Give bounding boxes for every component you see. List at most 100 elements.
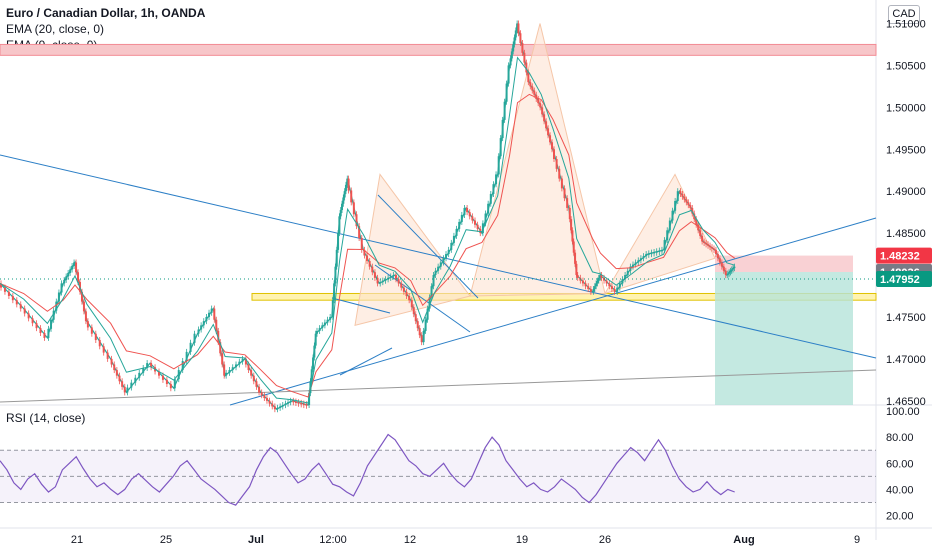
candle bbox=[335, 249, 338, 267]
candle bbox=[260, 392, 263, 396]
candle bbox=[674, 200, 677, 211]
candle bbox=[626, 270, 629, 276]
candle bbox=[450, 242, 453, 250]
price-label-bg bbox=[876, 247, 932, 264]
candle bbox=[537, 98, 540, 104]
candle bbox=[599, 275, 602, 278]
ema20-legend[interactable]: EMA (20, close, 0) bbox=[6, 22, 105, 36]
candle bbox=[521, 43, 524, 53]
candle bbox=[52, 310, 55, 320]
candle bbox=[707, 244, 710, 246]
candle bbox=[466, 207, 469, 213]
rsi-tick-label: 40.00 bbox=[886, 484, 914, 496]
candle bbox=[346, 178, 349, 185]
candle bbox=[460, 214, 463, 222]
candle bbox=[705, 242, 708, 245]
time-tick-label: Aug bbox=[733, 534, 754, 546]
candle bbox=[219, 342, 222, 354]
candle bbox=[655, 251, 658, 253]
candle bbox=[39, 328, 42, 334]
candle bbox=[533, 90, 536, 95]
candle bbox=[397, 279, 400, 284]
price-label-bg bbox=[876, 271, 932, 288]
candle bbox=[499, 138, 502, 157]
rsi-legend[interactable]: RSI (14, close) bbox=[6, 411, 86, 425]
candle bbox=[279, 406, 282, 408]
candle bbox=[668, 220, 671, 231]
candle bbox=[235, 364, 238, 368]
candle bbox=[516, 23, 519, 31]
candle bbox=[551, 142, 554, 150]
candle bbox=[294, 401, 297, 404]
candle bbox=[371, 266, 374, 273]
candle bbox=[574, 252, 577, 264]
candle bbox=[458, 221, 461, 229]
candle bbox=[560, 178, 563, 189]
candle bbox=[541, 107, 544, 115]
candle bbox=[597, 277, 600, 281]
rsi-tick-label: 20.00 bbox=[886, 511, 914, 523]
candle bbox=[379, 282, 382, 284]
candle bbox=[368, 261, 371, 267]
candle bbox=[479, 228, 482, 234]
candle bbox=[529, 82, 532, 87]
price-tick-label: 1.50500 bbox=[886, 60, 926, 72]
price-tick-label: 1.50000 bbox=[886, 102, 926, 114]
candle bbox=[420, 335, 423, 343]
candle bbox=[297, 402, 300, 404]
candle bbox=[150, 363, 153, 368]
candle bbox=[600, 275, 603, 278]
candle bbox=[679, 191, 682, 194]
candle bbox=[728, 272, 731, 274]
candle bbox=[321, 325, 324, 329]
candle bbox=[215, 319, 218, 331]
candle bbox=[350, 190, 353, 203]
candle bbox=[695, 219, 698, 225]
candle bbox=[712, 248, 715, 250]
ascending-trendline bbox=[229, 217, 877, 406]
candle bbox=[244, 358, 247, 365]
candle bbox=[55, 301, 58, 311]
candle bbox=[703, 241, 706, 243]
candle bbox=[653, 251, 656, 254]
candle bbox=[50, 319, 53, 329]
candle bbox=[637, 260, 640, 263]
candle bbox=[484, 213, 487, 224]
candle bbox=[568, 207, 571, 220]
candle bbox=[501, 119, 504, 139]
price-tick-label: 1.51000 bbox=[886, 18, 926, 30]
candle bbox=[333, 283, 336, 301]
candle bbox=[639, 258, 642, 261]
candle bbox=[689, 205, 692, 208]
long-support-line bbox=[0, 369, 877, 403]
time-tick-label: Jul bbox=[248, 534, 264, 546]
candle bbox=[729, 270, 732, 273]
candle bbox=[310, 369, 313, 382]
candle bbox=[347, 178, 350, 191]
candle bbox=[563, 188, 566, 199]
candle bbox=[341, 203, 344, 211]
candle bbox=[645, 254, 648, 257]
candle bbox=[507, 65, 510, 84]
candle bbox=[265, 398, 268, 401]
candle bbox=[3, 287, 6, 292]
candle bbox=[358, 226, 361, 238]
time-tick-label: 25 bbox=[160, 534, 172, 546]
candle bbox=[86, 321, 89, 328]
time-tick-label: 12:00 bbox=[319, 534, 347, 546]
candle bbox=[519, 33, 522, 44]
rsi-tick-label: 80.00 bbox=[886, 432, 914, 444]
candle bbox=[185, 351, 188, 361]
candle bbox=[98, 340, 101, 347]
candle bbox=[273, 406, 276, 410]
price-line bbox=[0, 23, 736, 410]
currency-button[interactable]: CAD bbox=[888, 5, 920, 24]
candle bbox=[300, 402, 303, 405]
flag-line-top bbox=[331, 297, 391, 314]
rsi-tick-label: 100.00 bbox=[886, 406, 920, 418]
candle bbox=[595, 283, 598, 287]
candle bbox=[489, 193, 492, 204]
candle bbox=[513, 37, 516, 45]
candle bbox=[685, 199, 688, 203]
